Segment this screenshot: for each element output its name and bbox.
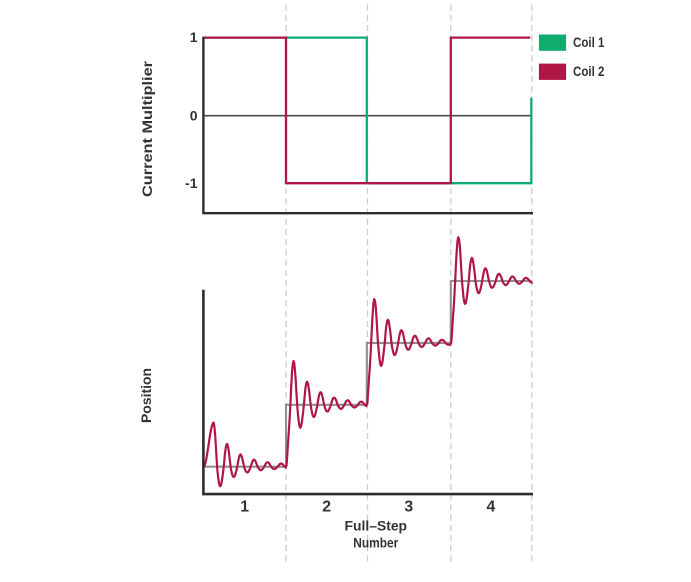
svg-text:Full–Step: Full–Step [345, 518, 408, 534]
svg-text:1: 1 [240, 498, 249, 515]
svg-text:3: 3 [404, 498, 413, 515]
svg-text:2: 2 [322, 498, 331, 515]
svg-text:1: 1 [190, 29, 198, 45]
svg-text:-1: -1 [185, 175, 198, 191]
svg-text:4: 4 [487, 498, 496, 515]
svg-text:Coil 1: Coil 1 [573, 34, 605, 50]
svg-text:Current Multiplier: Current Multiplier [139, 60, 155, 197]
svg-text:Position: Position [138, 368, 154, 423]
svg-text:Number: Number [353, 535, 398, 551]
svg-text:0: 0 [190, 107, 198, 123]
svg-text:Coil 2: Coil 2 [573, 63, 605, 79]
